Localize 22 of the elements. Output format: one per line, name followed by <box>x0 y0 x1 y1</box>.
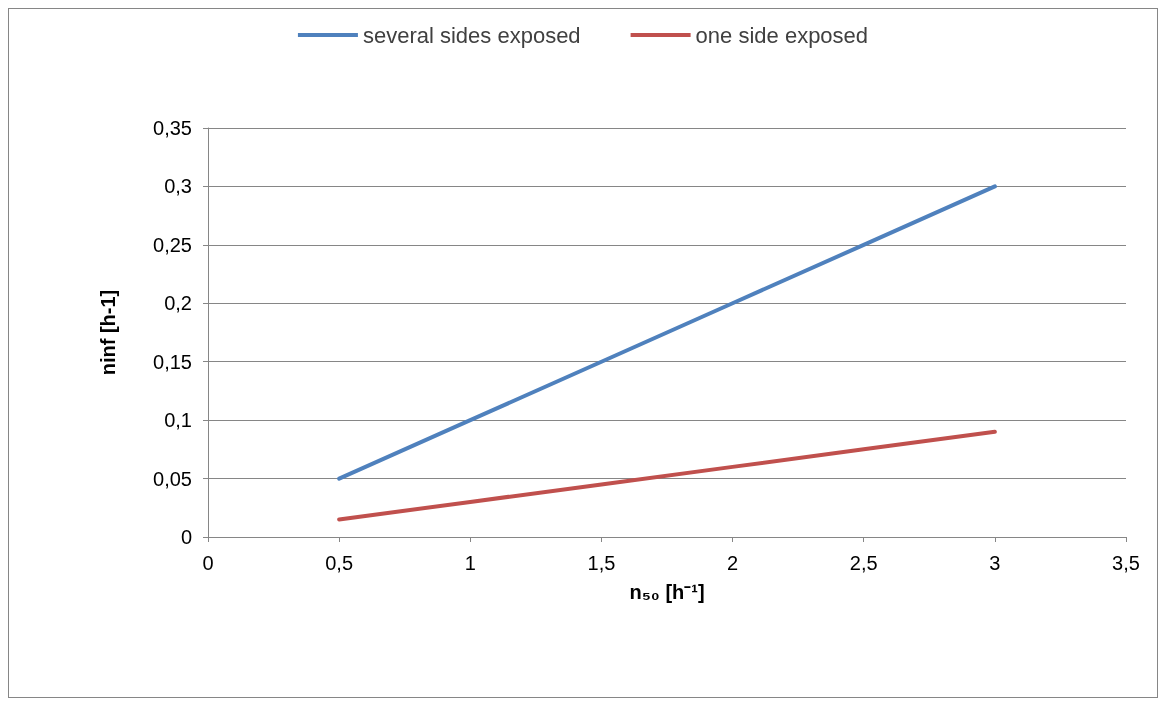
x-tick-label: 2,5 <box>849 552 878 574</box>
y-axis-title: ninf [h-1] <box>97 289 119 376</box>
y-tick-label: 0,3 <box>164 175 192 198</box>
x-tick-label: 1 <box>464 552 476 574</box>
legend-label: one side exposed <box>695 22 869 48</box>
x-tick-label: 0,5 <box>325 552 354 574</box>
legend-label: several sides exposed <box>362 22 581 48</box>
x-tick-label: 2 <box>727 552 739 574</box>
y-tick-label: 0 <box>180 526 192 548</box>
y-tick-label: 0,05 <box>153 467 192 490</box>
line-series <box>337 184 997 481</box>
x-tick-label: 1,5 <box>587 552 616 574</box>
x-axis-title: n₅₀ [h⁻¹] <box>629 581 705 603</box>
x-tick-label: 0 <box>202 552 214 574</box>
x-tick-label: 3 <box>989 552 1001 574</box>
x-tick-label: 3,5 <box>1112 552 1140 574</box>
y-tick-label: 0,35 <box>153 117 192 139</box>
y-tick-label: 0,2 <box>164 292 192 315</box>
y-tick-label: 0,15 <box>153 350 192 373</box>
line-series <box>337 429 997 522</box>
y-tick-label: 0,25 <box>153 233 192 256</box>
y-tick-label: 0,1 <box>164 409 192 432</box>
